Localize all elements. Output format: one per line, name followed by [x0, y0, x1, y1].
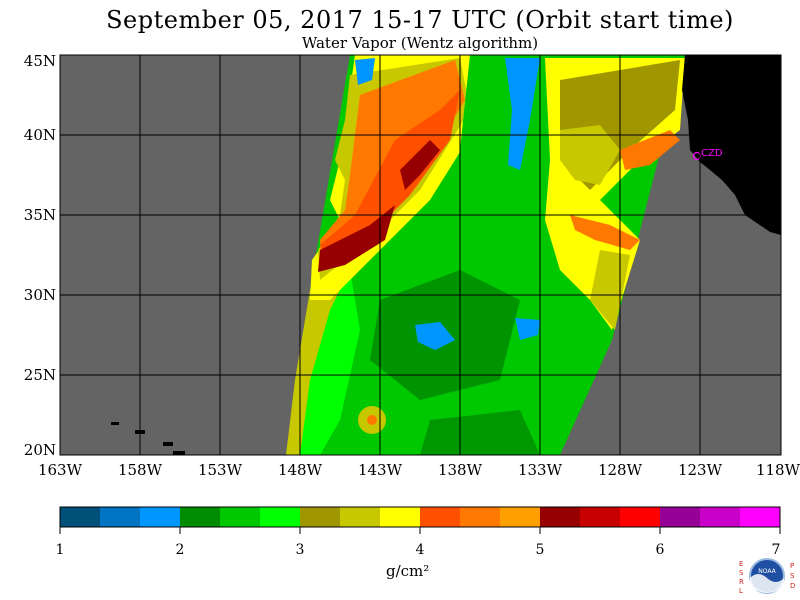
noaa-esrl-psd-logo: E S R L P S D NOAA	[739, 558, 795, 595]
swath-dark-red-core	[318, 205, 395, 272]
colorbar-tick-label: 5	[536, 542, 545, 558]
colorbar-tick-label: 1	[56, 542, 65, 558]
logo-right-letter: S	[790, 572, 795, 580]
logo-left-letter: E	[739, 560, 743, 568]
swath-east-olive-swirl	[560, 125, 620, 185]
colorbar-segment	[180, 507, 221, 527]
colorbar-segment	[220, 507, 261, 527]
colorbar-tick-label: 3	[296, 542, 305, 558]
lon-label: 133W	[518, 461, 563, 479]
colorbar-segment	[540, 507, 581, 527]
colorbar-tick-label: 2	[176, 542, 185, 558]
colorbar-segment	[140, 507, 181, 527]
lon-label: 163W	[38, 461, 83, 479]
colorbar-tick-label: 6	[656, 542, 665, 558]
swath-east-orange-arc	[570, 215, 640, 250]
station-label: CZD	[701, 148, 723, 159]
colorbar-ticks	[59, 527, 781, 534]
lon-label: 148W	[278, 461, 323, 479]
colorbar-segment	[620, 507, 661, 527]
satellite-swath	[286, 55, 685, 455]
colorbar-segment	[300, 507, 341, 527]
colorbar-segment	[260, 507, 301, 527]
lat-label: 25N	[24, 366, 56, 384]
swath-orange-red-band	[320, 90, 460, 262]
colorbar-segment	[660, 507, 701, 527]
swath-south-feature-core	[367, 415, 377, 425]
island-kauai	[111, 422, 119, 425]
colorbar-segment	[100, 507, 141, 527]
swath-blue-patch-1	[415, 322, 455, 350]
lon-label: 123W	[678, 461, 723, 479]
map-frame	[59, 54, 782, 456]
swath-green-column	[440, 55, 510, 230]
page-subtitle: Water Vapor (Wentz algorithm)	[301, 34, 539, 52]
island-maui	[163, 442, 173, 446]
swath-dark-red-north	[400, 140, 440, 190]
logo-letters: E S R L P S D	[739, 560, 795, 595]
island-hawaii	[173, 451, 185, 455]
colorbar-segment	[340, 507, 381, 527]
lon-label: 158W	[118, 461, 163, 479]
lat-label: 30N	[24, 286, 56, 304]
swath-dark-green-south	[420, 410, 540, 455]
colorbar-units: g/cm²	[386, 562, 430, 580]
logo-right-letter: D	[790, 582, 795, 590]
noaa-wave-icon	[750, 574, 784, 593]
lat-label: 20N	[24, 441, 56, 459]
lat-label: 45N	[24, 52, 56, 70]
colorbar	[60, 507, 781, 527]
noaa-badge-text: NOAA	[758, 568, 776, 575]
lon-label: 138W	[438, 461, 483, 479]
colorbar-tick-label: 4	[416, 542, 425, 558]
lon-label: 128W	[598, 461, 643, 479]
logo-left-letter: S	[739, 569, 744, 577]
colorbar-segment	[380, 507, 421, 527]
colorbar-segment	[740, 507, 781, 527]
lon-label: 153W	[198, 461, 243, 479]
colorbar-segment	[580, 507, 621, 527]
page-title: September 05, 2017 15-17 UTC (Orbit star…	[106, 6, 734, 34]
colorbar-segment	[500, 507, 541, 527]
colorbar-segment	[60, 507, 101, 527]
logo-left-letter: L	[739, 587, 743, 595]
logo-right-letter: P	[790, 562, 794, 570]
logo-left-letter: R	[739, 578, 744, 586]
colorbar-segment	[700, 507, 741, 527]
lon-label: 143W	[358, 461, 403, 479]
swath-east-orange	[620, 130, 680, 170]
swath-lime-left	[300, 270, 360, 455]
lat-label: 40N	[24, 126, 56, 144]
lon-label: 118W	[756, 461, 800, 479]
grid-lines	[60, 55, 781, 455]
swath-blue-patch-2	[515, 318, 540, 340]
colorbar-segment	[460, 507, 501, 527]
colorbar-segment	[420, 507, 461, 527]
land-north-america	[682, 55, 781, 235]
swath-blue-nw	[355, 58, 375, 85]
colorbar-tick-label: 7	[772, 542, 781, 558]
lat-label: 35N	[24, 206, 56, 224]
swath-blue-slot	[505, 58, 540, 170]
